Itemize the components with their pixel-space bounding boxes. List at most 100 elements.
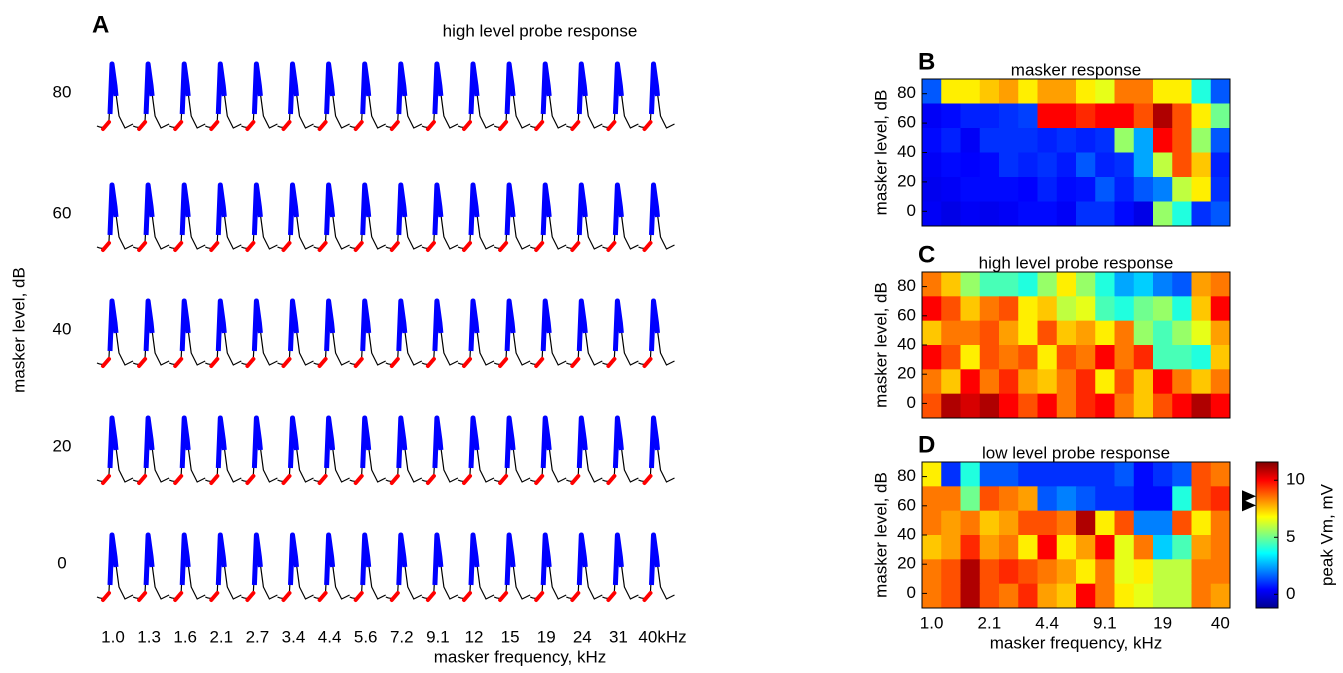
panel-label: A xyxy=(92,11,109,38)
heatmap-cell xyxy=(941,393,961,419)
heatmap-cell xyxy=(1210,462,1231,487)
masker-segment xyxy=(317,474,328,485)
heatmap-cell xyxy=(1076,320,1096,346)
probe-segment xyxy=(288,182,299,236)
heatmap-cell xyxy=(1172,103,1192,129)
masker-segment xyxy=(425,241,436,252)
probe-segment xyxy=(576,532,588,586)
masker-segment xyxy=(281,120,292,131)
probe-segment xyxy=(107,415,119,469)
heatmap-cell xyxy=(1210,510,1231,536)
probe-segment xyxy=(540,61,552,115)
x-tick-label: 1.0 xyxy=(920,613,944,632)
probe-segment xyxy=(540,415,552,469)
heatmap-cell xyxy=(999,486,1019,512)
heatmap-cell xyxy=(1210,393,1231,419)
y-tick-label: 0 xyxy=(907,393,916,412)
masker-segment xyxy=(498,241,509,252)
heatmap-cell xyxy=(1037,201,1058,227)
x-tick-label: 19 xyxy=(537,627,556,646)
heatmap-cell xyxy=(1172,369,1192,395)
heatmap-cell xyxy=(1172,79,1192,104)
trace xyxy=(313,298,350,368)
probe-segment xyxy=(649,182,660,236)
trace xyxy=(132,298,170,368)
trace xyxy=(457,298,495,368)
trace xyxy=(349,182,386,252)
heatmap-cell xyxy=(1191,535,1212,560)
heatmap-cell xyxy=(1095,177,1115,202)
probe-segment xyxy=(612,532,624,586)
heatmap-cell xyxy=(1191,128,1212,153)
heatmap-cell xyxy=(960,559,981,585)
probe-segment xyxy=(324,182,336,236)
heatmap-cell xyxy=(941,103,961,129)
trace xyxy=(529,415,567,485)
heatmap-cell xyxy=(1210,486,1231,512)
masker-segment xyxy=(173,357,184,368)
x-tick-label: 24 xyxy=(573,627,592,646)
y-tick-label: 0 xyxy=(907,583,916,602)
heatmap-cell xyxy=(1191,462,1212,487)
heatmap-cell xyxy=(960,152,981,178)
heatmap-cell xyxy=(941,201,961,227)
trace xyxy=(349,415,386,485)
heatmap-cell xyxy=(1114,103,1135,129)
probe-segment xyxy=(215,298,227,352)
heatmap-cell xyxy=(1076,177,1096,202)
heatmap-cell xyxy=(960,393,981,419)
heatmap-cell xyxy=(1172,177,1192,202)
probe-segment xyxy=(360,61,372,115)
masker-segment xyxy=(642,591,653,602)
heatmap-cell xyxy=(1095,272,1115,297)
masker-segment xyxy=(389,357,400,368)
heatmap-cell xyxy=(1095,201,1115,227)
trace xyxy=(529,532,567,602)
heatmap-cell xyxy=(960,320,981,346)
heatmap-cell xyxy=(1133,79,1154,104)
heatmap-cell xyxy=(1153,462,1173,487)
heatmap-cell xyxy=(1095,103,1115,129)
heatmap-cell xyxy=(1076,510,1096,536)
trace xyxy=(457,532,495,602)
heatmap-cell xyxy=(1153,152,1173,178)
y-tick-label: 40 xyxy=(897,142,916,161)
probe-segment xyxy=(143,61,155,115)
heatmap-cell xyxy=(1056,393,1077,419)
heatmap-cell xyxy=(1172,486,1192,512)
heatmap-cell xyxy=(1172,201,1192,227)
masker-segment xyxy=(389,241,400,252)
heatmap-cell xyxy=(1037,128,1058,153)
probe-segment xyxy=(504,182,516,236)
heatmap-cell xyxy=(1133,296,1154,322)
heatmap-cell xyxy=(1037,486,1058,512)
heatmap-cell xyxy=(1153,583,1173,609)
trace xyxy=(277,415,314,485)
y-tick-label: 40 xyxy=(897,334,916,353)
heatmap-cell xyxy=(999,369,1019,395)
probe-segment xyxy=(251,61,263,115)
heatmap-cell xyxy=(1210,79,1231,104)
trace xyxy=(493,298,531,368)
trace xyxy=(457,61,495,131)
heatmap-cell xyxy=(1133,128,1154,153)
heatmap-cell xyxy=(1133,535,1154,560)
probe-segment xyxy=(468,415,480,469)
heatmap-cell xyxy=(979,320,1000,346)
y-tick-label: 80 xyxy=(897,276,916,295)
heatmap-cell xyxy=(922,79,942,104)
trace xyxy=(493,182,531,252)
heatmap-cell xyxy=(999,103,1019,129)
probe-segment xyxy=(504,415,516,469)
heatmap-cell xyxy=(941,345,961,370)
heatmap-cell xyxy=(922,320,942,346)
heatmap-cell xyxy=(1133,583,1154,609)
masker-segment xyxy=(570,241,581,252)
heatmap-cell xyxy=(1153,320,1173,346)
y-tick-label: 80 xyxy=(53,82,72,101)
x-tick-label: 15 xyxy=(501,627,520,646)
heatmap-cell xyxy=(1056,345,1077,370)
heatmap-cell xyxy=(1114,79,1135,104)
heatmap-cell xyxy=(1076,296,1096,322)
probe-segment xyxy=(468,61,480,115)
